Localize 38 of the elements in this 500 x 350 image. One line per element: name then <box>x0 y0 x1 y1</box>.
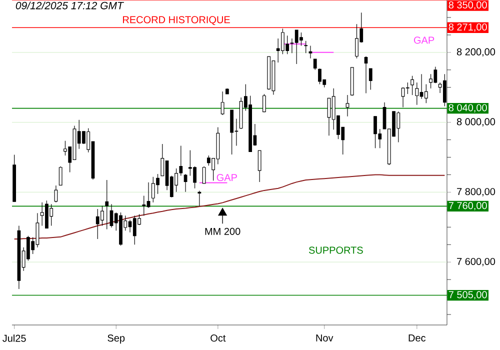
chart-title: 09/12/2025 17:12 GMT <box>16 2 124 10</box>
annotation: SUPPORTS <box>308 246 363 254</box>
candlestick <box>58 166 62 186</box>
annotation: RECORD HISTORIQUE <box>123 16 230 26</box>
candlestick <box>308 45 312 59</box>
candlestick <box>220 91 224 116</box>
ref-line-label: 8 350,00 <box>448 1 487 10</box>
x-tick-label: Nov <box>316 334 334 342</box>
candlestick <box>364 56 368 94</box>
candlestick <box>262 94 266 112</box>
ref-line-label: 8 040,00 <box>448 104 487 112</box>
candlestick <box>313 58 317 70</box>
candlestick <box>142 195 146 216</box>
candlestick <box>105 180 109 230</box>
candlestick <box>198 190 202 206</box>
annotation: GAP <box>216 174 237 182</box>
x-tick-label: Jul25 <box>2 334 26 342</box>
annotation: GAP <box>414 36 434 44</box>
candlestick <box>346 94 350 117</box>
candlestick <box>410 76 414 96</box>
y-tick-label: 7 600,00 <box>457 258 496 266</box>
candlestick <box>368 68 372 90</box>
candlestick <box>304 40 308 54</box>
y-tick-label: 8 000,00 <box>456 118 496 126</box>
ref-line-label: 7 505,00 <box>448 291 487 300</box>
candlestick <box>424 84 428 104</box>
ref-line-label: 8 271,00 <box>448 23 487 32</box>
candlestick <box>258 150 262 182</box>
x-tick-label: Sep <box>108 334 125 344</box>
x-tick-label: Dec <box>408 334 426 342</box>
y-tick-label: 7 800,00 <box>457 188 496 196</box>
x-tick-label: Oct <box>210 334 226 342</box>
text: MM 200 <box>205 228 240 235</box>
candlestick <box>184 174 188 192</box>
y-tick-label: 8 200,00 <box>456 48 496 57</box>
candlestick <box>406 82 410 94</box>
candlestick <box>202 166 206 184</box>
ref-line-label: 7 760,00 <box>448 202 487 210</box>
